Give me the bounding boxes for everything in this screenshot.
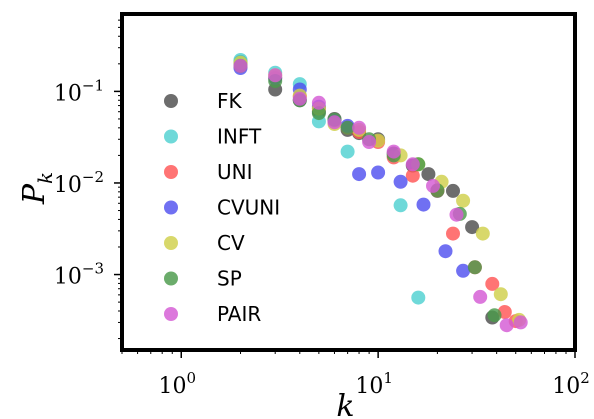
data-point-cvuni-8 bbox=[393, 174, 408, 189]
x-axis-label: k bbox=[336, 389, 354, 419]
legend-marker-fk bbox=[164, 94, 178, 108]
data-point-sp-5 bbox=[340, 120, 355, 135]
data-point-pair-8 bbox=[405, 157, 420, 172]
legend-marker-pair bbox=[164, 307, 178, 321]
data-point-pair-2 bbox=[292, 91, 307, 106]
legend-label-cv: CV bbox=[217, 231, 245, 255]
data-point-cvuni-10 bbox=[438, 244, 453, 259]
data-point-pair-13 bbox=[513, 315, 528, 330]
plot-frame bbox=[120, 12, 577, 352]
data-point-cvuni-6 bbox=[352, 167, 367, 182]
y-axis-label: Pk bbox=[17, 172, 57, 205]
data-point-uni-11 bbox=[446, 226, 460, 241]
data-point-pair-0 bbox=[233, 58, 248, 73]
data-point-cv-11 bbox=[475, 226, 490, 241]
legend-label-cvuni: CVUNI bbox=[217, 196, 280, 220]
data-point-pair-6 bbox=[362, 135, 377, 149]
data-point-pair-11 bbox=[473, 289, 488, 304]
legend-label-fk: FK bbox=[217, 89, 243, 113]
data-point-cv-10 bbox=[456, 193, 471, 208]
legend-label-inft: INFT bbox=[217, 125, 262, 149]
data-point-cvuni-11 bbox=[456, 263, 471, 278]
data-point-pair-1 bbox=[268, 68, 283, 83]
data-point-cvuni-9 bbox=[416, 197, 431, 212]
y-tick-label: 10−2 bbox=[54, 168, 104, 198]
data-point-inft-5 bbox=[393, 198, 408, 213]
axis-ticks bbox=[114, 19, 576, 358]
legend: FK INFT UNI CVUNI CV SP PAIR bbox=[164, 89, 280, 326]
data-point-sp-12 bbox=[487, 308, 502, 323]
x-tick-label: 100 bbox=[158, 369, 196, 399]
legend-marker-inft bbox=[164, 129, 178, 144]
data-point-pair-9 bbox=[426, 178, 440, 193]
data-points bbox=[233, 53, 528, 333]
data-point-cv-12 bbox=[493, 287, 508, 302]
y-tick-label: 10−1 bbox=[54, 76, 104, 106]
legend-label-pair: PAIR bbox=[217, 302, 261, 326]
data-point-cvuni-7 bbox=[371, 165, 386, 180]
y-tick-label: 10−3 bbox=[54, 260, 104, 290]
data-point-inft-4 bbox=[340, 144, 355, 159]
legend-marker-sp bbox=[164, 271, 178, 286]
data-point-uni-9 bbox=[405, 168, 420, 183]
legend-label-uni: UNI bbox=[217, 160, 253, 184]
data-point-pair-7 bbox=[386, 144, 401, 159]
data-point-fk-12 bbox=[446, 183, 460, 198]
data-point-pair-5 bbox=[352, 120, 367, 135]
data-point-pair-12 bbox=[499, 318, 514, 333]
x-tick-label: 102 bbox=[552, 369, 590, 399]
data-point-sp-11 bbox=[467, 260, 482, 275]
legend-label-sp: SP bbox=[217, 267, 242, 291]
data-point-inft-6 bbox=[411, 290, 426, 305]
legend-marker-cvuni bbox=[164, 200, 178, 215]
legend-marker-cv bbox=[164, 236, 178, 250]
data-point-pair-4 bbox=[327, 115, 342, 130]
legend-marker-uni bbox=[164, 165, 178, 179]
data-point-pair-10 bbox=[449, 207, 464, 222]
data-point-uni-13 bbox=[485, 276, 500, 291]
data-point-pair-3 bbox=[311, 95, 326, 110]
data-point-sp-3 bbox=[311, 106, 326, 121]
data-point-fk-13 bbox=[465, 220, 480, 235]
x-tick-label: 101 bbox=[355, 369, 393, 399]
data-point-fk-10 bbox=[421, 167, 436, 182]
tick-labels: 100 101 102 10−1 10−2 10−3 bbox=[54, 76, 590, 399]
